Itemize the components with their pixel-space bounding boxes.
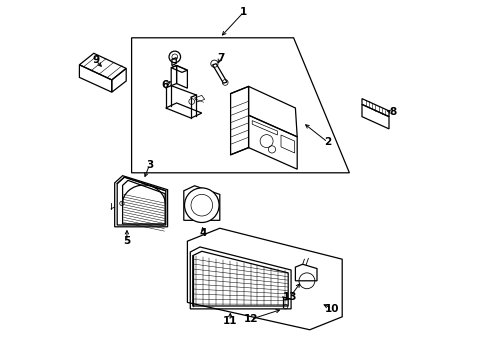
Text: 10: 10: [325, 303, 340, 314]
Text: 6: 6: [162, 80, 169, 90]
Text: 12: 12: [244, 314, 258, 324]
Text: 11: 11: [222, 316, 237, 326]
Circle shape: [185, 188, 219, 222]
Text: 1: 1: [240, 7, 247, 17]
Text: 2: 2: [324, 137, 331, 147]
Text: 9: 9: [92, 55, 99, 65]
Text: 7: 7: [217, 53, 224, 63]
Text: 13: 13: [283, 292, 297, 302]
Text: 5: 5: [123, 236, 130, 246]
Text: 3: 3: [146, 160, 153, 170]
Text: 8: 8: [389, 107, 396, 117]
Text: 4: 4: [200, 228, 207, 238]
